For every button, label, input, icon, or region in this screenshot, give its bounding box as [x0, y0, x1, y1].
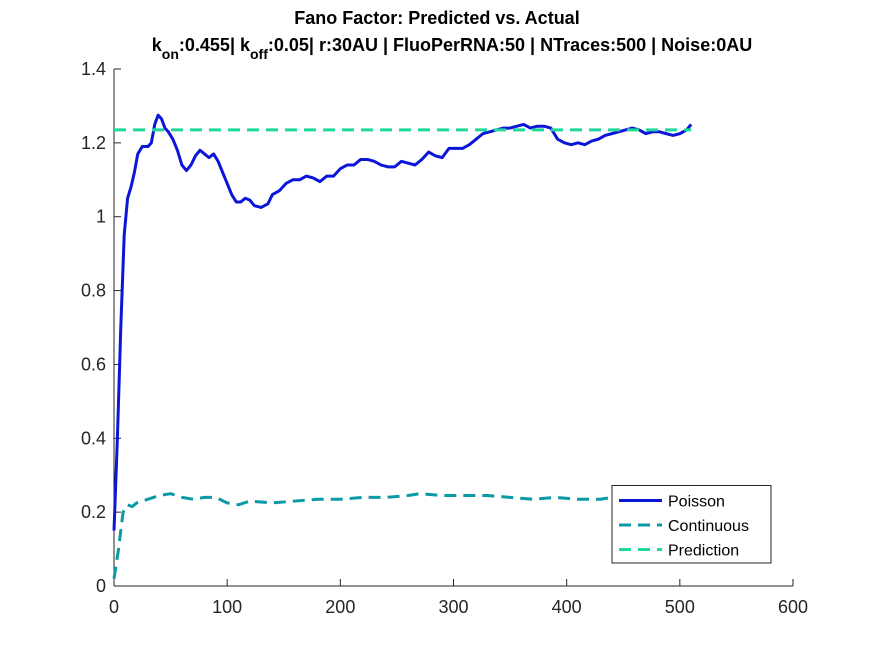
subtitle-part: k: [152, 35, 163, 55]
y-tick-label: 1.2: [81, 133, 106, 153]
legend-label: Poisson: [668, 494, 725, 511]
legend-label: Prediction: [668, 543, 739, 560]
chart-subtitle: kon:0.455| koff:0.05| r:30AU | FluoPerRN…: [152, 35, 752, 62]
chart-title: Fano Factor: Predicted vs. Actual: [294, 8, 579, 28]
x-tick-label: 400: [552, 597, 582, 617]
y-tick-label: 0.6: [81, 354, 106, 374]
x-tick-label: 300: [438, 597, 468, 617]
series-line: [112, 492, 692, 579]
y-tick-label: 0.4: [81, 428, 106, 448]
x-tick-label: 200: [325, 597, 355, 617]
x-tick-label: 0: [109, 597, 119, 617]
subtitle-part: :0.455| k: [179, 35, 251, 55]
series-line: [112, 113, 693, 531]
x-tick-label: 500: [665, 597, 695, 617]
y-tick-label: 0.8: [81, 281, 106, 301]
subscript: on: [162, 46, 179, 62]
x-tick-label: 600: [778, 597, 808, 617]
y-tick-label: 0: [96, 576, 106, 596]
y-tick-label: 0.2: [81, 502, 106, 522]
x-tick-label: 100: [212, 597, 242, 617]
subscript: off: [250, 46, 268, 62]
subtitle-part: :0.05| r:30AU | FluoPerRNA:50 | NTraces:…: [268, 35, 752, 55]
y-tick-label: 1.4: [81, 59, 106, 79]
y-tick-label: 1: [96, 207, 106, 227]
legend-label: Continuous: [668, 518, 749, 535]
